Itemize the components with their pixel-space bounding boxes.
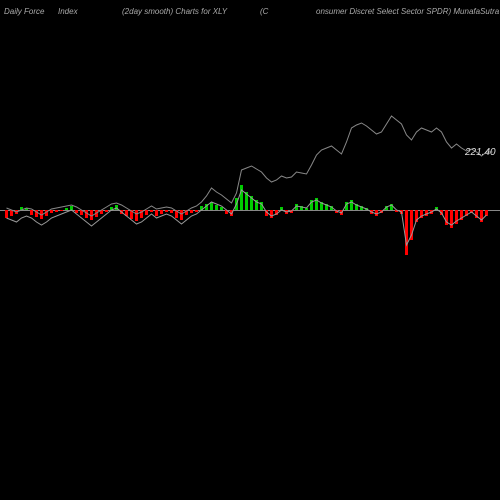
header-text-2: Index: [56, 7, 80, 16]
chart-header: Daily Force Index (2day smooth) Charts f…: [0, 4, 500, 18]
price-label: 221.40: [465, 147, 496, 158]
header-text-1: Daily Force: [2, 7, 46, 16]
price-line: [0, 20, 500, 500]
header-text-3: (2day smooth) Charts for XLY: [120, 7, 229, 16]
header-text-4: (C: [258, 7, 270, 16]
header-text-5: onsumer Discret Select Sector SPDR) Muna…: [314, 7, 500, 16]
chart-area: 221.40: [0, 20, 500, 500]
